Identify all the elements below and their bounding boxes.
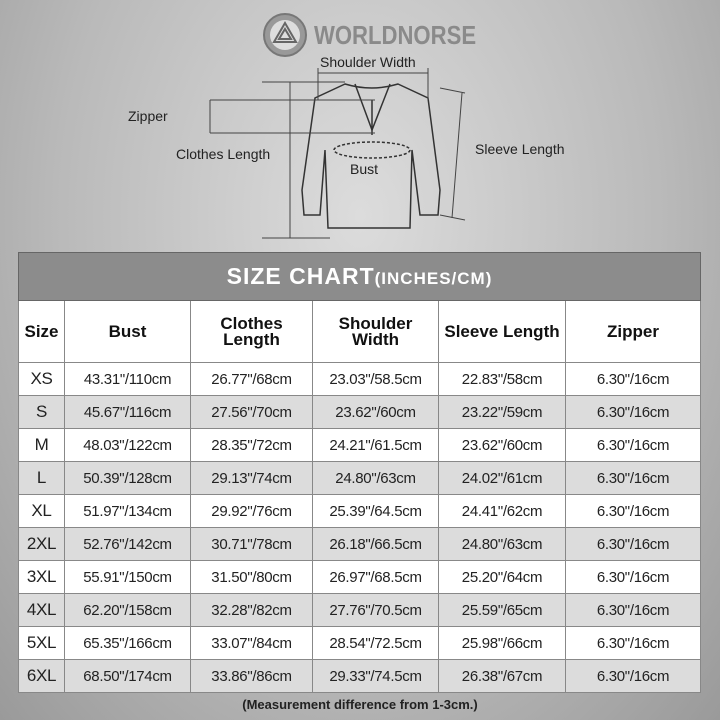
size-cell: M	[18, 428, 65, 462]
title-unit: (INCHES/CM)	[374, 269, 493, 288]
label-shoulder-width: Shoulder Width	[320, 54, 416, 70]
measurement-cell: 62.20"/158cm	[64, 593, 191, 627]
valknut-logo-icon	[263, 13, 307, 57]
measurement-cell: 23.62"/60cm	[312, 395, 439, 429]
table-row: S 45.67"/116cm 27.56"/70cm 23.62"/60cm 23.22…	[18, 395, 701, 429]
measurement-cell: 24.80"/63cm	[438, 527, 566, 561]
table-row: 2XL 52.76"/142cm 30.71"/78cm 26.18"/66.5cm 2…	[18, 527, 701, 561]
size-cell: XS	[18, 362, 65, 396]
measurement-cell: 6.30"/16cm	[565, 362, 701, 396]
size-cell: 5XL	[18, 626, 65, 660]
measurement-cell: 23.22"/59cm	[438, 395, 566, 429]
measurement-cell: 31.50"/80cm	[190, 560, 313, 594]
measurement-cell: 33.86"/86cm	[190, 659, 313, 693]
table-row: 3XL 55.91"/150cm 31.50"/80cm 26.97"/68.5cm 2…	[18, 560, 701, 594]
measurement-cell: 33.07"/84cm	[190, 626, 313, 660]
measurement-cell: 6.30"/16cm	[565, 461, 701, 495]
measurement-cell: 6.30"/16cm	[565, 593, 701, 627]
measurement-cell: 25.98"/66cm	[438, 626, 566, 660]
measurement-cell: 26.77"/68cm	[190, 362, 313, 396]
measurement-cell: 68.50"/174cm	[64, 659, 191, 693]
measurement-cell: 24.80"/63cm	[312, 461, 439, 495]
measurement-cell: 27.56"/70cm	[190, 395, 313, 429]
measurement-cell: 24.41"/62cm	[438, 494, 566, 528]
label-clothes-length: Clothes Length	[176, 146, 271, 162]
measurement-note: (Measurement difference from 1-3cm.)	[242, 697, 478, 712]
measurement-cell: 30.71"/78cm	[190, 527, 313, 561]
measurement-cell: 25.39"/64.5cm	[312, 494, 439, 528]
measurement-cell: 24.02"/61cm	[438, 461, 566, 495]
measurement-cell: 29.13"/74cm	[190, 461, 313, 495]
size-cell: S	[18, 395, 65, 429]
measurement-cell: 26.97"/68.5cm	[312, 560, 439, 594]
measurement-cell: 26.38"/67cm	[438, 659, 566, 693]
table-row: 5XL 65.35"/166cm 33.07"/84cm 28.54"/72.5cm 2…	[18, 626, 701, 660]
measurement-cell: 23.62"/60cm	[438, 428, 566, 462]
measurement-cell: 6.30"/16cm	[565, 494, 701, 528]
size-chart-title: SIZE CHART(INCHES/CM)	[18, 252, 701, 301]
measurement-cell: 29.33"/74.5cm	[312, 659, 439, 693]
brand-logo: WORLDNORSE	[262, 12, 505, 58]
measurement-cell: 23.03"/58.5cm	[312, 362, 439, 396]
label-sleeve-length: Sleeve Length	[475, 141, 565, 157]
measurement-cell: 52.76"/142cm	[64, 527, 191, 561]
table-row: 4XL 62.20"/158cm 32.28"/82cm 27.76"/70.5cm 2…	[18, 593, 701, 627]
title-text: SIZE CHART	[226, 263, 375, 289]
size-chart-table: SIZE CHART(INCHES/CM) Size Bust Clothes Le…	[18, 252, 701, 693]
measurement-cell: 24.21"/61.5cm	[312, 428, 439, 462]
label-bust: Bust	[350, 161, 379, 177]
table-row: XS 43.31"/110cm 26.77"/68cm 23.03"/58.5cm 22…	[18, 362, 701, 396]
measurement-cell: 48.03"/122cm	[64, 428, 191, 462]
measurement-cell: 45.67"/116cm	[64, 395, 191, 429]
header-row: Size Bust Clothes Length Shoulder Width Slee…	[18, 300, 701, 363]
measurement-cell: 28.54"/72.5cm	[312, 626, 439, 660]
measurement-cell: 22.83"/58cm	[438, 362, 566, 396]
measurement-cell: 25.20"/64cm	[438, 560, 566, 594]
measurement-cell: 32.28"/82cm	[190, 593, 313, 627]
table-row: M 48.03"/122cm 28.35"/72cm 24.21"/61.5cm 23.…	[18, 428, 701, 462]
measurement-cell: 50.39"/128cm	[64, 461, 191, 495]
measurement-cell: 6.30"/16cm	[565, 626, 701, 660]
table-row: 6XL 68.50"/174cm 33.86"/86cm 29.33"/74.5cm 2…	[18, 659, 701, 693]
table-row: L 50.39"/128cm 29.13"/74cm 24.80"/63cm 24.02…	[18, 461, 701, 495]
size-cell: 6XL	[18, 659, 65, 693]
hoodie-diagram	[209, 68, 466, 239]
measurement-cell: 43.31"/110cm	[64, 362, 191, 396]
measurement-cell: 26.18"/66.5cm	[312, 527, 439, 561]
measurement-cell: 25.59"/65cm	[438, 593, 566, 627]
column-header: Size	[18, 300, 65, 363]
measurement-cell: 6.30"/16cm	[565, 560, 701, 594]
column-header: Bust	[64, 300, 191, 363]
measurement-cell: 29.92"/76cm	[190, 494, 313, 528]
measurement-cell: 55.91"/150cm	[64, 560, 191, 594]
brand-name: WORLDNORSE	[314, 19, 477, 50]
measurement-cell: 28.35"/72cm	[190, 428, 313, 462]
measurement-cell: 6.30"/16cm	[565, 659, 701, 693]
size-cell: 3XL	[18, 560, 65, 594]
size-cell: XL	[18, 494, 65, 528]
measurement-cell: 27.76"/70.5cm	[312, 593, 439, 627]
size-cell: L	[18, 461, 65, 495]
measurement-cell: 51.97"/134cm	[64, 494, 191, 528]
measurement-cell: 65.35"/166cm	[64, 626, 191, 660]
measurement-cell: 6.30"/16cm	[565, 428, 701, 462]
column-header: Clothes Length	[190, 300, 313, 363]
measurement-cell: 6.30"/16cm	[565, 527, 701, 561]
table-row: XL 51.97"/134cm 29.92"/76cm 25.39"/64.5cm 24…	[18, 494, 701, 528]
size-cell: 2XL	[18, 527, 65, 561]
column-header: Zipper	[565, 300, 701, 363]
column-header: Shoulder Width	[312, 300, 439, 363]
size-cell: 4XL	[18, 593, 65, 627]
column-header: Sleeve Length	[438, 300, 566, 363]
measurement-cell: 6.30"/16cm	[565, 395, 701, 429]
label-zipper: Zipper	[128, 108, 168, 124]
